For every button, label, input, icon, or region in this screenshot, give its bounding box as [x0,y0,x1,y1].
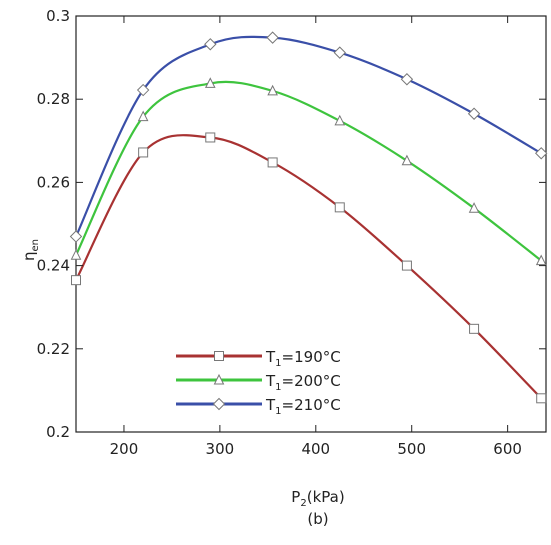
series-3 [69,31,548,243]
data-point-marker [204,38,217,51]
data-point-marker [400,73,414,86]
y-tick-label: 0.28 [37,90,70,108]
series-line [76,80,542,262]
data-point-marker [70,249,82,260]
y-tick-label: 0.24 [37,257,70,275]
series-1 [71,132,547,404]
data-point-marker [137,110,149,122]
x-tick-label: 500 [397,440,426,458]
x-tick-label: 300 [206,440,235,458]
data-point-marker [534,147,548,160]
data-point-marker [401,154,413,166]
legend-label: T1=190°C [265,348,341,369]
data-point-marker [138,147,149,158]
data-point-marker [334,114,346,126]
data-point-marker [71,275,81,286]
data-point-marker [205,132,216,143]
data-point-marker [204,77,216,88]
data-point-marker [267,84,278,96]
y-tick-label: 0.26 [37,173,70,191]
x-tick-label: 400 [301,440,330,458]
data-point-marker [266,31,279,44]
x-tick-label: 600 [493,440,522,458]
x-tick-label: 200 [110,440,139,458]
y-tick-label: 0.22 [37,340,70,358]
plot-border [75,15,547,433]
data-point-marker [536,393,547,404]
data-point-marker [467,107,481,120]
data-point-marker [469,323,480,334]
x-axis-label: P2(kPa) [291,488,344,509]
figure-caption: (b) [307,510,328,528]
data-point-marker [468,202,480,213]
series-2 [70,77,547,266]
legend-item: T1=210°C [176,396,341,417]
series-layer [69,31,548,404]
y-tick-label: 0.2 [46,423,70,441]
ticks-layer: 200 300 400 500 600 0.2 0.22 0.24 0.26 0.28 0.3 [37,7,546,458]
data-point-marker [267,157,278,168]
legend-item: T1=190°C [176,348,341,369]
legend-item: T1=200°C [176,372,341,393]
data-point-marker [136,83,150,97]
legend-label: T1=210°C [265,396,341,417]
data-point-marker [535,254,547,266]
y-tick-label: 0.3 [46,7,70,25]
data-point-marker [334,202,345,213]
data-point-marker [401,260,412,271]
legend: T1=190°C T1=200°C T1=210°C [176,348,341,417]
legend-marker [214,351,224,361]
plot-frame [75,15,547,433]
y-axis-label: ηen [20,239,41,261]
data-point-marker [333,46,346,59]
legend-marker [212,397,226,411]
legend-marker [213,373,225,385]
data-point-marker [69,230,83,243]
legend-label: T1=200°C [265,372,341,393]
